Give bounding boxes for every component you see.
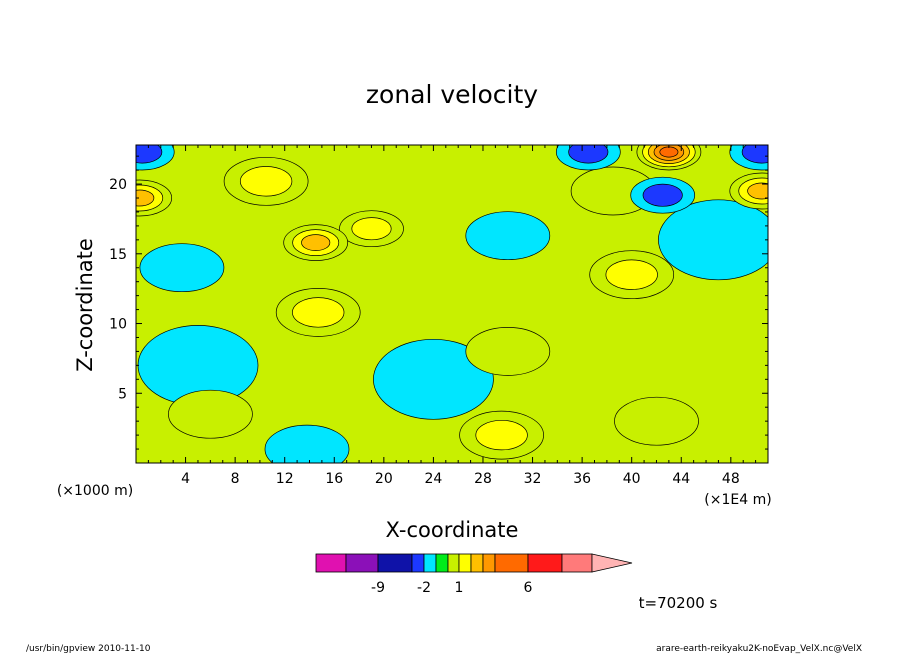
y-axis-ticks: 5 10 15 20: [109, 155, 768, 450]
colorbar-label: 1: [455, 580, 464, 596]
colorbar-swatch: [377, 553, 413, 573]
contour-region: [139, 243, 225, 293]
contour-region: [658, 199, 768, 281]
x-tick-label: 40: [623, 471, 641, 487]
footer-right: arare-earth-reikyaku2K-noEvap_VelX.nc@Ve…: [656, 644, 862, 654]
x-tick-label: 28: [474, 471, 492, 487]
contour-region: [264, 424, 350, 463]
colorbar-label: -9: [371, 580, 385, 596]
contour-region: [475, 419, 528, 451]
y-axis-label: Z-coordinate: [73, 238, 97, 372]
colorbar-swatch: [423, 553, 437, 573]
contour-region: [659, 146, 679, 158]
colorbar: -9 -2 1 6: [315, 553, 633, 596]
colorbar-swatch: [447, 553, 460, 573]
colorbar-label: 6: [524, 580, 533, 596]
colorbar-label: -2: [417, 580, 431, 596]
x-axis-ticks: 4 8 12 16 20 24 28 32 36 40 44 48: [147, 145, 757, 487]
y-tick-label: 10: [109, 317, 127, 333]
colorbar-swatch: [345, 553, 379, 573]
footer-left: /usr/bin/gpview 2010-11-10: [26, 644, 151, 654]
colorbar-swatch: [458, 553, 472, 573]
contour-region: [168, 389, 253, 439]
chart-title: zonal velocity: [366, 80, 538, 109]
contour-region: [465, 211, 551, 261]
colorbar-swatch: [561, 553, 593, 573]
colorbar-swatch: [411, 553, 425, 573]
contour-region: [292, 297, 345, 328]
contour-region: [465, 327, 551, 376]
x-axis-label: X-coordinate: [386, 518, 519, 542]
y-tick-label: 5: [118, 386, 127, 402]
x-tick-label: 44: [672, 471, 690, 487]
colorbar-swatch: [435, 553, 449, 573]
x-unit-right: (×1E4 m): [704, 492, 771, 508]
x-tick-label: 12: [276, 471, 294, 487]
x-unit-left: (×1000 m): [57, 483, 133, 499]
contour-region: [351, 217, 392, 241]
colorbar-overflow-arrow: [591, 553, 633, 573]
plot-area: [135, 144, 769, 464]
x-tick-label: 36: [573, 471, 591, 487]
contour-region: [301, 234, 331, 251]
contour-region: [614, 396, 699, 446]
time-label: t=70200 s: [639, 594, 718, 612]
colorbar-swatch: [527, 553, 563, 573]
contour-region: [373, 338, 494, 420]
contour-region: [747, 182, 768, 200]
contour-region: [239, 166, 293, 197]
colorbar-swatch: [482, 553, 496, 573]
colorbar-swatch: [494, 553, 529, 573]
contour-region: [136, 145, 163, 164]
contour-region: [568, 145, 609, 164]
y-tick-label: 15: [109, 247, 127, 263]
colorbar-swatch: [470, 553, 484, 573]
contour-region: [642, 183, 683, 207]
y-tick-label: 20: [109, 177, 127, 193]
contour-region: [136, 189, 155, 207]
x-tick-label: 4: [181, 471, 190, 487]
x-tick-label: 8: [231, 471, 240, 487]
x-tick-label: 48: [722, 471, 740, 487]
x-tick-label: 32: [524, 471, 542, 487]
colorbar-swatch: [315, 553, 347, 573]
contour-region: [741, 145, 768, 164]
contour-region: [605, 259, 658, 290]
plot-frame: [135, 144, 769, 464]
x-tick-label: 20: [375, 471, 393, 487]
contour-field: [136, 145, 768, 463]
x-tick-label: 16: [325, 471, 343, 487]
x-tick-label: 24: [424, 471, 442, 487]
